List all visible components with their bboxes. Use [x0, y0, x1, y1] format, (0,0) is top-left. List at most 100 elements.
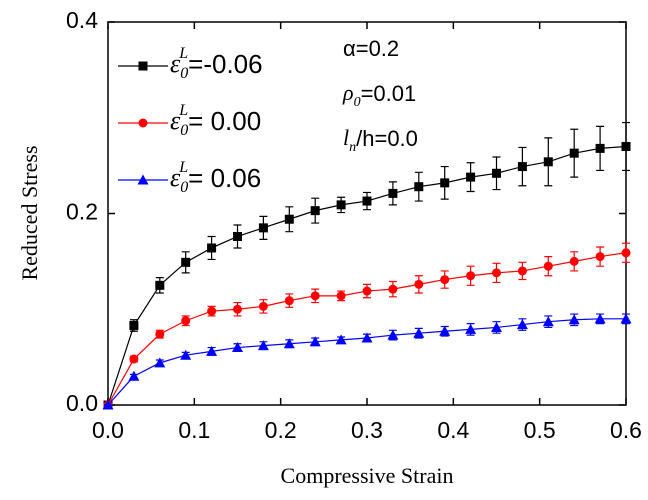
annotation-text: ρ	[342, 80, 354, 105]
data-point	[413, 327, 425, 338]
legend-symbol-sup: L	[178, 45, 188, 62]
data-point	[543, 157, 553, 167]
legend-marker	[137, 174, 149, 185]
data-point	[207, 243, 217, 253]
data-point	[361, 332, 373, 343]
annotation-text: l	[343, 125, 349, 150]
legend-symbol-sub: 0	[180, 122, 188, 139]
legend-marker	[138, 118, 148, 128]
data-point	[258, 223, 268, 233]
data-point	[569, 256, 579, 266]
data-point	[388, 284, 398, 294]
data-point	[440, 275, 450, 285]
data-point	[335, 334, 347, 345]
data-point	[491, 321, 502, 332]
data-point	[517, 266, 527, 276]
data-point	[129, 321, 139, 331]
legend-symbol-sup: L	[178, 159, 188, 176]
data-point	[492, 168, 501, 178]
data-point	[310, 291, 320, 301]
annotation-text: α=0.2	[343, 36, 399, 61]
data-point	[517, 162, 527, 172]
data-point	[387, 329, 399, 340]
data-point	[154, 357, 166, 368]
data-point	[595, 143, 605, 153]
data-point	[180, 349, 192, 360]
data-point	[336, 200, 346, 210]
data-point	[257, 340, 269, 351]
x-tick-label: 0.2	[265, 417, 297, 443]
data-point	[309, 336, 321, 347]
data-point	[440, 178, 450, 188]
data-point	[414, 279, 424, 289]
legend-label: ε0 L= 0.06	[170, 159, 261, 196]
legend-symbol-sup: L	[178, 102, 188, 119]
x-tick-label: 0.6	[610, 417, 642, 443]
legend-label: ε0 L=-0.06	[170, 45, 263, 82]
x-axis-label: Compressive Strain	[281, 463, 454, 488]
annotation-sub: 0	[354, 95, 361, 110]
data-point	[155, 280, 165, 290]
series-line	[107, 318, 626, 406]
legend-label: ε0 L= 0.00	[170, 102, 261, 139]
y-tick-label: 0.0	[66, 390, 98, 416]
data-point	[206, 345, 218, 356]
data-point	[258, 301, 268, 311]
y-tick-label: 0.2	[66, 199, 98, 225]
data-point	[621, 248, 631, 258]
x-tick-label: 0.1	[178, 417, 210, 443]
data-point	[620, 313, 632, 324]
legend-symbol-sub: 0	[180, 65, 188, 82]
data-point	[102, 399, 114, 410]
legend-text: = 0.00	[188, 106, 261, 136]
data-point	[543, 261, 553, 271]
x-tick-label: 0.5	[524, 417, 556, 443]
data-point	[621, 141, 631, 151]
data-point	[542, 316, 554, 327]
legend-symbol-sub: 0	[180, 179, 188, 196]
data-point	[284, 214, 294, 224]
legend-symbol: ε	[170, 163, 181, 192]
x-tick-label: 0.3	[351, 417, 383, 443]
x-tick-label: 0.0	[92, 417, 124, 443]
data-point	[362, 196, 372, 206]
legend-text: =-0.06	[188, 49, 262, 79]
data-point	[466, 271, 476, 281]
annotation: ρ0=0.01	[342, 80, 416, 110]
y-axis-label: Reduced Stress	[17, 145, 42, 280]
data-point	[233, 304, 242, 314]
annotation-text: /h=0.0	[356, 126, 418, 151]
annotation-text: =0.01	[361, 81, 417, 106]
data-point	[283, 338, 295, 349]
data-point	[181, 316, 191, 326]
data-point	[516, 319, 528, 330]
data-point	[310, 206, 320, 216]
annotation-sub: n	[349, 140, 356, 155]
legend-text: = 0.06	[188, 163, 261, 193]
data-point	[569, 148, 579, 158]
data-point	[128, 370, 140, 381]
data-point	[595, 252, 605, 262]
data-point	[492, 268, 501, 278]
annotation: ln/h=0.0	[343, 125, 418, 155]
legend-symbol: ε	[170, 49, 181, 78]
data-point	[466, 172, 476, 182]
data-point	[233, 231, 242, 241]
data-point	[594, 313, 606, 324]
annotation: α=0.2	[343, 36, 399, 61]
data-point	[388, 188, 398, 198]
data-point	[362, 286, 372, 296]
data-point	[439, 325, 451, 336]
x-tick-label: 0.4	[437, 417, 469, 443]
data-point	[465, 323, 477, 334]
data-point	[336, 291, 346, 301]
data-point	[155, 329, 165, 339]
data-point	[181, 257, 191, 267]
data-point	[284, 296, 294, 306]
data-point	[232, 342, 243, 353]
legend-symbol: ε	[170, 106, 181, 135]
data-point	[207, 306, 217, 316]
y-tick-label: 0.4	[66, 7, 98, 33]
data-point	[568, 314, 580, 325]
data-point	[129, 354, 139, 364]
